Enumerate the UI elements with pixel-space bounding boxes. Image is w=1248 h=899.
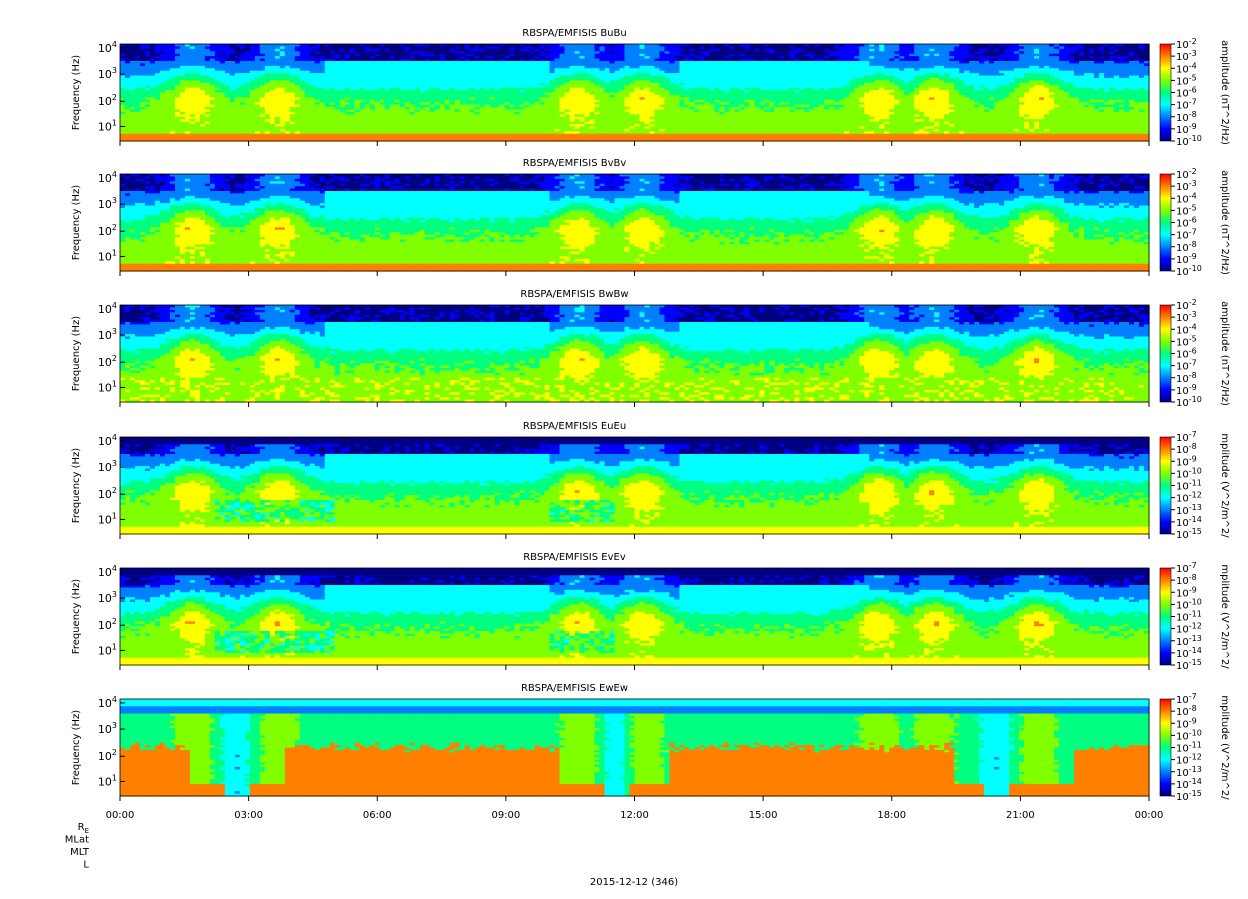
- panel-title: RBSPA/EMFISIS BwBw: [520, 289, 628, 300]
- panel-title: RBSPA/EMFISIS EuEu: [523, 421, 626, 432]
- spectrogram-panel-5: RBSPA/EMFISIS EvEv 101 102 103 104 Frequency …: [71, 552, 1230, 672]
- colorbar-tick-label: 10-10: [1176, 395, 1202, 409]
- y-axis-label: Frequency (Hz): [71, 316, 82, 392]
- spectrogram-image: [120, 437, 1150, 535]
- ephemeris-label: L: [83, 860, 89, 871]
- panel-title: RBSPA/EMFISIS BvBv: [523, 158, 627, 169]
- y-tick-label: 102: [98, 486, 117, 501]
- spectrogram-panel-1: RBSPA/EMFISIS BuBu 101 102 103 104 Frequency …: [71, 28, 1230, 148]
- y-tick-label: 102: [98, 617, 117, 632]
- y-tick-label: 103: [98, 66, 117, 81]
- y-tick-label: 103: [98, 327, 117, 342]
- y-tick-label: 101: [98, 642, 117, 657]
- ephemeris-label: MLat: [65, 835, 89, 846]
- panel-title: RBSPA/EMFISIS BuBu: [522, 28, 626, 39]
- colorbar: [1160, 174, 1171, 271]
- x-tick-label: 00:00: [1135, 810, 1164, 821]
- colorbar-tick-label: 10-15: [1176, 789, 1202, 803]
- y-axis-label: Frequency (Hz): [71, 55, 82, 131]
- panel-title: RBSPA/EMFISIS EvEv: [523, 552, 626, 563]
- colorbar-tick-label: 10-15: [1176, 658, 1202, 672]
- y-tick-label: 104: [98, 170, 117, 185]
- y-tick-label: 103: [98, 590, 117, 605]
- y-tick-label: 101: [98, 511, 117, 526]
- spectrogram-panel-2: RBSPA/EMFISIS BvBv 101 102 103 104 Frequency …: [71, 158, 1230, 278]
- x-tick-label: 15:00: [749, 810, 778, 821]
- y-tick-label: 103: [98, 721, 117, 736]
- x-tick-label: 12:00: [620, 810, 649, 821]
- colorbar: [1160, 568, 1171, 665]
- colorbar-label: mplitude (V^2/m^2/: [1219, 564, 1230, 669]
- y-tick-label: 102: [98, 748, 117, 763]
- y-axis-label: Frequency (Hz): [71, 448, 82, 524]
- x-tick-label: 00:00: [106, 810, 135, 821]
- y-tick-label: 104: [98, 564, 117, 579]
- colorbar-tick-label: 10-10: [1176, 264, 1202, 278]
- ephemeris-label: MLT: [70, 847, 90, 858]
- spectrogram-image: [120, 174, 1150, 272]
- y-axis-label: Frequency (Hz): [71, 710, 82, 786]
- x-tick-label: 09:00: [491, 810, 520, 821]
- y-axis-label: Frequency (Hz): [71, 579, 82, 655]
- spectrogram-panel-4: RBSPA/EMFISIS EuEu 101 102 103 104 Frequency …: [71, 421, 1230, 541]
- y-tick-label: 102: [98, 93, 117, 108]
- spectrogram-image: [120, 44, 1150, 142]
- y-tick-label: 103: [98, 459, 117, 474]
- y-axis-label: Frequency (Hz): [71, 185, 82, 261]
- colorbar-label: amplitude (nT^2/Hz): [1219, 40, 1230, 145]
- colorbar-label: mplitude (V^2/m^2/: [1219, 433, 1230, 538]
- x-tick-label: 18:00: [877, 810, 906, 821]
- colorbar: [1160, 44, 1171, 141]
- colorbar-label: amplitude (nT^2/Hz): [1219, 301, 1230, 406]
- colorbar-tick-label: 10-15: [1176, 527, 1202, 541]
- panel-title: RBSPA/EMFISIS EwEw: [521, 683, 628, 694]
- y-tick-label: 104: [98, 40, 117, 55]
- colorbar: [1160, 305, 1171, 402]
- y-tick-label: 101: [98, 118, 117, 133]
- x-tick-label: 06:00: [363, 810, 392, 821]
- y-tick-label: 101: [98, 773, 117, 788]
- ephemeris-label: RE: [78, 822, 89, 835]
- colorbar-tick-label: 10-10: [1176, 134, 1202, 148]
- spectrogram-panel-6: RBSPA/EMFISIS EwEw 101 102 103 104 Frequency …: [71, 683, 1230, 803]
- colorbar-label: mplitude (V^2/m^2/: [1219, 695, 1230, 800]
- y-tick-label: 104: [98, 433, 117, 448]
- colorbar: [1160, 437, 1171, 534]
- x-tick-label: 03:00: [234, 810, 263, 821]
- y-tick-label: 101: [98, 379, 117, 394]
- date-label: 2015-12-12 (346): [590, 877, 678, 888]
- y-tick-label: 102: [98, 223, 117, 238]
- spectrogram-panel-3: RBSPA/EMFISIS BwBw 101 102 103 104 Frequency …: [71, 289, 1230, 409]
- spectrogram-image: [120, 568, 1150, 666]
- x-tick-label: 21:00: [1006, 810, 1035, 821]
- y-tick-label: 103: [98, 196, 117, 211]
- y-tick-label: 101: [98, 248, 117, 263]
- y-tick-label: 102: [98, 354, 117, 369]
- y-tick-label: 104: [98, 695, 117, 710]
- colorbar-label: amplitude (nT^2/Hz): [1219, 170, 1230, 275]
- y-tick-label: 104: [98, 301, 117, 316]
- colorbar: [1160, 699, 1171, 796]
- spectrogram-image: [120, 699, 1150, 797]
- spectrogram-image: [120, 305, 1150, 403]
